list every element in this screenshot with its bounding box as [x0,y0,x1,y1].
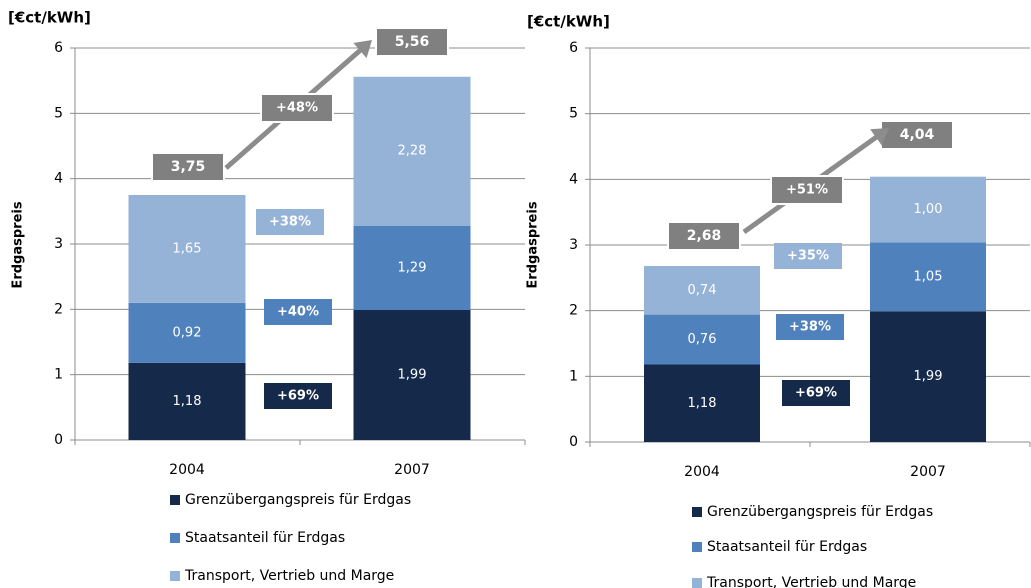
data-label: 2,28 [398,144,427,159]
change-box [774,243,842,269]
legend-label: Staatsanteil für Erdgas [185,530,345,546]
bar-segment [353,309,471,440]
change-box [776,314,844,340]
bar-segment [353,76,471,226]
bar-segment [128,195,246,303]
change-label: +40% [277,305,319,320]
total-change-box [260,93,334,123]
legend-label: Staatsanteil für Erdgas [707,539,867,555]
data-label: 1,65 [173,241,202,256]
y-tick-label: 4 [569,171,578,187]
legend-swatch [170,495,180,505]
change-label: +35% [787,249,829,264]
x-tick-label: 2007 [910,464,946,480]
arrow-head [870,128,889,146]
legend-swatch [170,571,180,581]
data-label: 1,99 [914,369,943,384]
data-label: 1,29 [398,260,427,275]
y-tick-label: 0 [569,434,578,450]
y-tick-label: 5 [54,105,63,121]
legend-label: Transport, Vertrieb und Marge [706,575,916,588]
y-tick-label: 6 [54,40,63,56]
x-tick-label: 2004 [169,462,205,478]
y-tick-label: 1 [569,368,578,384]
y-axis-label: Erdgaspreis [11,201,26,288]
total-label: 3,75 [171,159,206,175]
x-tick-label: 2007 [394,462,430,478]
change-label: +38% [269,215,311,230]
data-label: 0,76 [688,332,717,347]
legend-swatch [692,542,702,552]
unit-label: [€ct/kWh] [527,13,610,31]
y-tick-label: 3 [569,237,578,253]
legend-swatch [692,578,702,588]
total-box [151,152,225,182]
data-label: 1,18 [173,394,202,409]
data-label: 1,05 [914,269,943,284]
total-change-label: +48% [276,101,318,116]
data-label: 1,00 [914,202,943,217]
legend-label: Grenzübergangspreis für Erdgas [707,504,933,520]
y-tick-label: 5 [569,106,578,122]
change-box [264,299,332,325]
bar-segment [870,176,986,243]
bar-segment [870,242,986,312]
change-box [782,380,850,406]
y-tick-label: 4 [54,171,63,187]
legend-label: Transport, Vertrieb und Marge [184,568,394,584]
bar-segment [644,364,760,442]
y-axis-label: Erdgaspreis [526,201,541,288]
y-tick-label: 1 [54,367,63,383]
y-tick-label: 6 [569,40,578,56]
data-label: 0,92 [173,325,202,340]
total-label: 2,68 [687,228,722,244]
change-label: +69% [277,389,319,404]
total-change-label: +51% [786,183,828,198]
total-change-box [770,175,844,205]
bar-segment [353,225,471,310]
bar-segment [128,362,246,440]
bar-segment [644,314,760,365]
y-tick-label: 3 [54,236,63,252]
unit-label: [€ct/kWh] [8,9,91,27]
legend-swatch [692,507,702,517]
total-box [375,27,449,57]
change-label: +69% [795,386,837,401]
change-box [256,209,324,235]
legend-label: Grenzübergangspreis für Erdgas [185,492,411,508]
change-box [264,383,332,409]
data-label: 1,99 [398,367,427,382]
total-label: 4,04 [900,127,935,143]
bar-segment [644,266,760,315]
legend-swatch [170,533,180,543]
arrow-head [353,40,372,59]
y-tick-label: 0 [54,432,63,448]
y-tick-label: 2 [54,301,63,317]
total-label: 5,56 [395,34,430,50]
bar-segment [128,302,246,363]
change-label: +38% [789,320,831,335]
data-label: 0,74 [688,283,717,298]
data-label: 1,18 [688,396,717,411]
x-tick-label: 2004 [684,464,720,480]
y-tick-label: 2 [569,303,578,319]
total-box [880,120,954,150]
total-box [667,221,741,251]
bar-segment [870,311,986,442]
